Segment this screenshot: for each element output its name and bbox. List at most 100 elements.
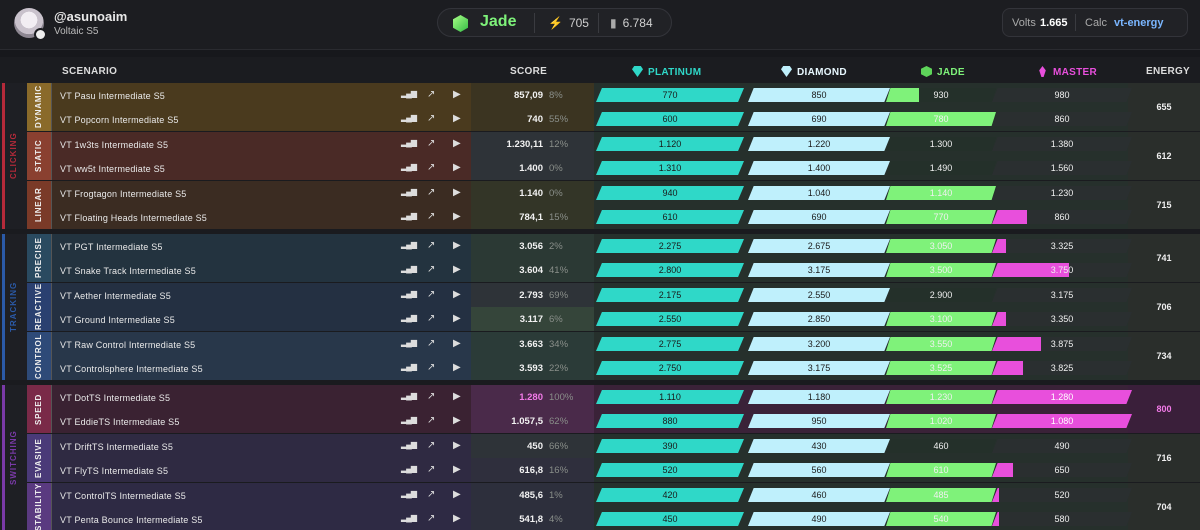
signal-bars-icon[interactable]: ▂▄▆ xyxy=(401,489,417,498)
signal-bars-icon[interactable]: ▂▄▆ xyxy=(401,138,417,147)
trend-chart-icon[interactable]: ↗ xyxy=(427,187,436,198)
signal-bars-icon[interactable]: ▂▄▆ xyxy=(401,187,417,196)
calc-selector[interactable]: vt-energy xyxy=(1114,17,1164,29)
signal-bars-icon[interactable]: ▂▄▆ xyxy=(401,313,417,322)
play-icon[interactable]: ▶ xyxy=(453,391,461,402)
trend-chart-icon[interactable]: ↗ xyxy=(427,313,436,324)
trend-chart-icon[interactable]: ↗ xyxy=(427,415,436,426)
scenario-name[interactable]: VT DriftTS Intermediate S5 xyxy=(60,442,174,452)
signal-bars-icon[interactable]: ▂▄▆ xyxy=(401,240,417,249)
score-value: 1.057,5 xyxy=(511,416,543,427)
trend-chart-icon[interactable]: ↗ xyxy=(427,138,436,149)
score-percent: 22% xyxy=(549,363,569,374)
col-jade[interactable]: JADE xyxy=(921,66,965,78)
col-master[interactable]: MASTER xyxy=(1037,66,1097,78)
trend-chart-icon[interactable]: ↗ xyxy=(427,489,436,500)
scenario-name[interactable]: VT Pasu Intermediate S5 xyxy=(60,91,165,101)
trend-chart-icon[interactable]: ↗ xyxy=(427,89,436,100)
diamond-threshold: 2.850 xyxy=(807,314,831,324)
signal-bars-icon[interactable]: ▂▄▆ xyxy=(401,289,417,298)
signal-bars-icon[interactable]: ▂▄▆ xyxy=(401,162,417,171)
scenario-name[interactable]: VT Penta Bounce Intermediate S5 xyxy=(60,515,203,525)
play-icon[interactable]: ▶ xyxy=(453,89,461,100)
play-icon[interactable]: ▶ xyxy=(453,264,461,275)
scenario-name[interactable]: VT Popcorn Intermediate S5 xyxy=(60,115,179,125)
col-score[interactable]: SCORE xyxy=(510,66,548,77)
scenario-name[interactable]: VT ControlTS Intermediate S5 xyxy=(60,491,186,501)
signal-bars-icon[interactable]: ▂▄▆ xyxy=(401,89,417,98)
signal-bars-icon[interactable]: ▂▄▆ xyxy=(401,415,417,424)
trend-chart-icon[interactable]: ↗ xyxy=(427,338,436,349)
scenario-name[interactable]: VT FlyTS Intermediate S5 xyxy=(60,466,169,476)
avatar[interactable] xyxy=(14,8,47,41)
play-icon[interactable]: ▶ xyxy=(453,113,461,124)
signal-bars-icon[interactable]: ▂▄▆ xyxy=(401,440,417,449)
scenario-name[interactable]: VT Frogtagon Intermediate S5 xyxy=(60,189,187,199)
play-icon[interactable]: ▶ xyxy=(453,211,461,222)
trend-chart-icon[interactable]: ↗ xyxy=(427,464,436,475)
play-icon[interactable]: ▶ xyxy=(453,162,461,173)
scenario-name[interactable]: VT PGT Intermediate S5 xyxy=(60,242,163,252)
play-icon[interactable]: ▶ xyxy=(453,440,461,451)
play-icon[interactable]: ▶ xyxy=(453,187,461,198)
score-cell: 857,09 8% xyxy=(471,83,594,107)
diamond-bar-fill xyxy=(748,161,890,175)
trend-chart-icon[interactable]: ↗ xyxy=(427,162,436,173)
rank-name: Jade xyxy=(480,13,517,30)
table-row: VT Popcorn Intermediate S5 ▂▄▆ ↗ ▶ 740 55% 600… xyxy=(0,107,1200,131)
jade-threshold: 930 xyxy=(933,90,949,100)
play-icon[interactable]: ▶ xyxy=(453,489,461,500)
scenario-name[interactable]: VT 1w3ts Intermediate S5 xyxy=(60,140,169,150)
signal-bars-icon[interactable]: ▂▄▆ xyxy=(401,264,417,273)
energy-value: 704 xyxy=(1156,502,1172,512)
trend-chart-icon[interactable]: ↗ xyxy=(427,264,436,275)
col-energy[interactable]: ENERGY xyxy=(1146,66,1191,77)
scenario-name[interactable]: VT Floating Heads Intermediate S5 xyxy=(60,213,208,223)
signal-bars-icon[interactable]: ▂▄▆ xyxy=(401,513,417,522)
trend-chart-icon[interactable]: ↗ xyxy=(427,211,436,222)
scenario-name[interactable]: VT ww5t Intermediate S5 xyxy=(60,164,165,174)
scenario-name[interactable]: VT EddieTS Intermediate S5 xyxy=(60,417,180,427)
play-icon[interactable]: ▶ xyxy=(453,464,461,475)
trend-chart-icon[interactable]: ↗ xyxy=(427,240,436,251)
play-icon[interactable]: ▶ xyxy=(453,513,461,524)
platinum-bar-fill xyxy=(596,337,744,351)
jade-bar: 1.300 xyxy=(886,137,996,151)
platinum-bar-fill xyxy=(596,463,744,477)
score-percent: 34% xyxy=(549,339,569,350)
scenario-name[interactable]: VT Ground Intermediate S5 xyxy=(60,315,175,325)
trend-chart-icon[interactable]: ↗ xyxy=(427,391,436,402)
scenario-name[interactable]: VT Raw Control Intermediate S5 xyxy=(60,340,196,350)
scenario-name[interactable]: VT Snake Track Intermediate S5 xyxy=(60,266,196,276)
signal-bars-icon[interactable]: ▂▄▆ xyxy=(401,391,417,400)
play-icon[interactable]: ▶ xyxy=(453,138,461,149)
signal-bars-icon[interactable]: ▂▄▆ xyxy=(401,211,417,220)
signal-bars-icon[interactable]: ▂▄▆ xyxy=(401,464,417,473)
trend-chart-icon[interactable]: ↗ xyxy=(427,513,436,524)
play-icon[interactable]: ▶ xyxy=(453,289,461,300)
trend-chart-icon[interactable]: ↗ xyxy=(427,289,436,300)
master-bar-fill xyxy=(992,361,1023,375)
jade-bar: 3.525 xyxy=(886,361,996,375)
trend-chart-icon[interactable]: ↗ xyxy=(427,362,436,373)
diamond-bar-fill xyxy=(748,88,890,102)
scenario-name[interactable]: VT DotTS Intermediate S5 xyxy=(60,393,171,403)
play-icon[interactable]: ▶ xyxy=(453,338,461,349)
username[interactable]: @asunoaim xyxy=(54,9,128,24)
play-icon[interactable]: ▶ xyxy=(453,240,461,251)
signal-bars-icon[interactable]: ▂▄▆ xyxy=(401,113,417,122)
play-icon[interactable]: ▶ xyxy=(453,362,461,373)
signal-bars-icon[interactable]: ▂▄▆ xyxy=(401,362,417,371)
trend-chart-icon[interactable]: ↗ xyxy=(427,440,436,451)
play-icon[interactable]: ▶ xyxy=(453,415,461,426)
col-platinum[interactable]: PLATINUM xyxy=(632,66,701,78)
trend-chart-icon[interactable]: ↗ xyxy=(427,113,436,124)
col-scenario[interactable]: SCENARIO xyxy=(62,66,118,77)
play-icon[interactable]: ▶ xyxy=(453,313,461,324)
score-cell: 1.140 0% xyxy=(471,181,594,205)
scenario-name[interactable]: VT Aether Intermediate S5 xyxy=(60,291,171,301)
diamond-bar-fill xyxy=(748,186,890,200)
col-diamond[interactable]: DIAMOND xyxy=(781,66,847,78)
signal-bars-icon[interactable]: ▂▄▆ xyxy=(401,338,417,347)
scenario-name[interactable]: VT Controlsphere Intermediate S5 xyxy=(60,364,203,374)
